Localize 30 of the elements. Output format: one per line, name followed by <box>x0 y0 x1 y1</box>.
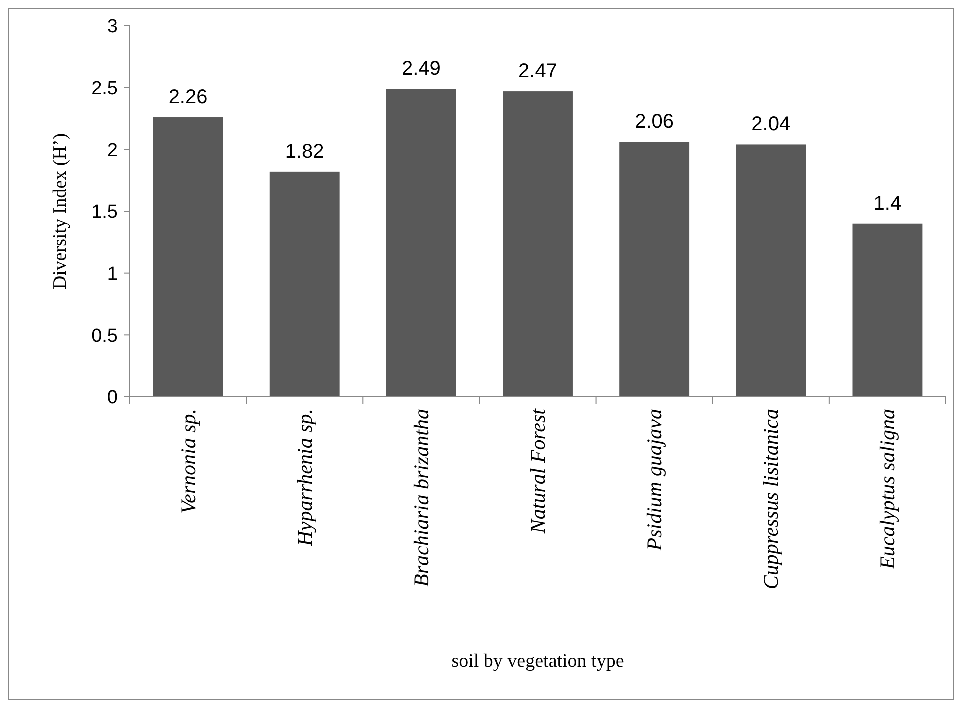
data-label: 1.4 <box>874 192 902 215</box>
y-tick-label: 0.5 <box>92 326 118 347</box>
x-tick-label: Cuppressus lisitanica <box>759 409 784 590</box>
x-tick-label: Psidium guajava <box>642 409 667 552</box>
y-tick-label: 3 <box>107 16 118 38</box>
x-tick-label: Vernonia sp. <box>176 409 200 514</box>
data-label: 1.82 <box>285 140 324 163</box>
bar <box>270 172 340 397</box>
y-tick-label: 1 <box>107 264 118 285</box>
data-label: 2.04 <box>752 114 791 136</box>
bar <box>620 142 690 397</box>
data-label: 2.26 <box>168 86 208 109</box>
x-tick-label: Natural Forest <box>526 408 550 535</box>
y-tick-label: 2 <box>107 140 118 162</box>
x-tick-label: Eucalyptus saligna <box>876 409 900 570</box>
bar <box>503 92 573 397</box>
x-axis-title: soil by vegetation type <box>452 651 624 672</box>
bar <box>153 118 224 397</box>
y-tick-label: 1.5 <box>92 202 118 224</box>
bar <box>736 144 806 397</box>
bar <box>852 224 923 397</box>
x-tick-label: Brachiaria brizantha <box>409 409 434 587</box>
bar <box>386 89 456 397</box>
data-label: 2.06 <box>635 111 674 134</box>
y-tick-label: 0 <box>107 388 118 409</box>
data-label: 2.49 <box>402 58 441 80</box>
x-tick-label: Hyparrhenia sp. <box>292 409 317 548</box>
data-label: 2.47 <box>518 60 558 83</box>
y-tick-label: 2.5 <box>92 78 118 100</box>
y-axis-title: Diversity Index (H’) <box>50 133 71 290</box>
